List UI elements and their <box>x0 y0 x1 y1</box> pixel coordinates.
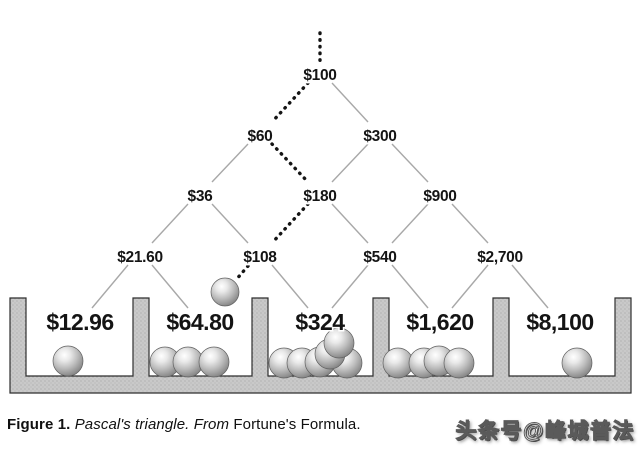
ball <box>382 347 414 379</box>
tree-edge <box>271 264 309 309</box>
figure-caption: Figure 1. Pascal's triangle. From Fortun… <box>7 416 361 433</box>
ball <box>323 327 355 359</box>
tree-node-label: $36 <box>188 188 214 205</box>
pascals-triangle-diagram: $100 $60 $300 $36 $180 $900 $21.60 $108 $540 $2,7… <box>9 31 632 394</box>
tree-edge <box>211 203 249 244</box>
figure-caption-source: Fortune's Formula. <box>233 416 361 433</box>
bin-label: $12.96 <box>46 309 113 335</box>
dashed-path-segment <box>270 142 310 184</box>
tree-node-label: $540 <box>363 249 396 266</box>
watermark: 头条号@峰城普法 <box>455 420 635 444</box>
tree-edge <box>391 143 429 183</box>
bin-label: $8,100 <box>526 309 593 335</box>
tree-node-label: $60 <box>248 128 273 145</box>
tree-edge <box>391 203 429 244</box>
figure-caption-label: Figure 1. <box>7 416 71 433</box>
tree-edge <box>151 203 189 244</box>
tree-node-label: $300 <box>363 128 396 145</box>
tree-edge <box>331 143 369 183</box>
tree-edge <box>391 264 429 309</box>
tree-edge <box>331 264 369 309</box>
ball <box>172 346 204 378</box>
ball <box>443 347 475 379</box>
tree-node-label: $900 <box>423 188 456 205</box>
tree-edge <box>451 203 489 244</box>
tree-node-label: $2,700 <box>477 249 523 266</box>
tree-edge <box>151 264 189 309</box>
tree-edge <box>211 143 249 183</box>
dashed-path-segment <box>233 264 250 283</box>
tree-edge <box>511 264 549 309</box>
tree-node-label: $100 <box>303 67 336 84</box>
tree-node-label: $180 <box>303 188 336 205</box>
dashed-path-segment <box>270 202 310 245</box>
ball <box>561 347 593 379</box>
falling-ball <box>210 277 240 307</box>
tree-edge <box>331 82 369 123</box>
figure-caption-title: Pascal's triangle. From <box>74 416 230 433</box>
tree-node-label: $21.60 <box>117 249 163 266</box>
bin-label: $1,620 <box>406 309 473 335</box>
tree-edge <box>451 264 489 309</box>
bin-label: $324 <box>295 309 345 335</box>
ball <box>52 345 84 377</box>
tree-edge <box>331 203 369 244</box>
dashed-path-segment <box>270 81 310 124</box>
bin-label: $64.80 <box>166 309 233 335</box>
ball <box>198 346 230 378</box>
tree-edge <box>91 264 129 309</box>
tree-node-label: $108 <box>243 249 277 266</box>
bin-container <box>9 297 632 394</box>
